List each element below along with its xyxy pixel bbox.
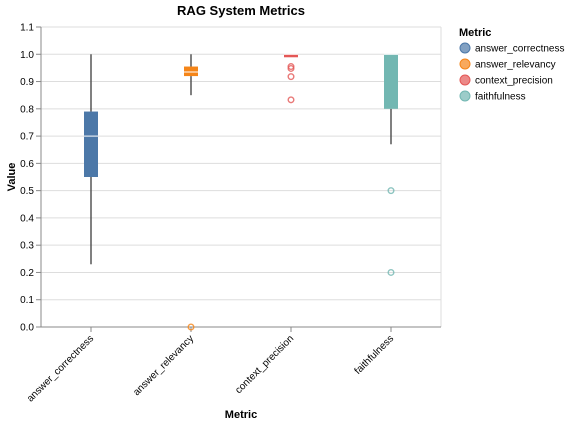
- y-tick-label: 0.9: [20, 77, 34, 88]
- x-tick-label: answer_correctness: [25, 333, 96, 404]
- y-tick-label: 0.0: [20, 323, 34, 334]
- legend-label: answer_relevancy: [475, 60, 556, 71]
- box: [384, 54, 398, 109]
- legend-swatch: [459, 58, 471, 70]
- legend-swatch: [459, 90, 471, 102]
- box: [184, 66, 198, 77]
- boxes: [84, 53, 398, 331]
- outlier-point: [287, 64, 295, 72]
- outlier-point: [287, 73, 295, 81]
- legend-swatch: [459, 42, 471, 54]
- outlier-point: [187, 323, 195, 331]
- y-tick-label: 0.1: [20, 295, 34, 306]
- y-tick-label: 0.2: [20, 268, 34, 279]
- chart-title: RAG System Metrics: [177, 3, 305, 18]
- y-tick-label: 0.5: [20, 186, 34, 197]
- box-answer_correctness: [84, 54, 98, 265]
- y-tick-label: 0.8: [20, 104, 34, 115]
- box: [284, 54, 298, 58]
- y-tick-label: 0.7: [20, 132, 34, 143]
- x-tick-label: context_precision: [233, 333, 296, 396]
- y-tick-label: 1.0: [20, 50, 34, 61]
- y-tick-label: 0.6: [20, 159, 34, 170]
- y-tick-label: 0.3: [20, 241, 34, 252]
- box-faithfulness: [384, 53, 398, 276]
- outlier-point: [287, 96, 295, 104]
- y-tick-label: 0.4: [20, 213, 34, 224]
- x-tick-label: answer_relevancy: [131, 333, 196, 398]
- box-answer_relevancy: [184, 54, 198, 331]
- box-context_precision: [284, 53, 298, 104]
- outlier-point: [387, 187, 395, 195]
- x-tick-label: faithfulness: [353, 333, 397, 377]
- outlier-point: [387, 268, 395, 276]
- y-axis: 0.0 0.1 0.2 0.3 0.4 0.5 0.6 0.7 0.8 0.9 1.0 1.1: [20, 23, 42, 334]
- box: [84, 111, 98, 177]
- grid: [41, 26, 442, 328]
- y-axis-title: Value: [6, 163, 18, 192]
- y-tick-label: 1.1: [20, 23, 34, 34]
- legend: Metric answer_correctness answer_relevanc…: [459, 27, 564, 103]
- x-axis: answer_correctness answer_relevancy contex…: [25, 326, 441, 404]
- legend-label: faithfulness: [475, 92, 526, 103]
- legend-label: answer_correctness: [475, 44, 564, 55]
- x-axis-title: Metric: [225, 409, 257, 421]
- legend-swatch: [459, 74, 471, 86]
- legend-title: Metric: [459, 27, 491, 39]
- legend-label: context_precision: [475, 76, 553, 87]
